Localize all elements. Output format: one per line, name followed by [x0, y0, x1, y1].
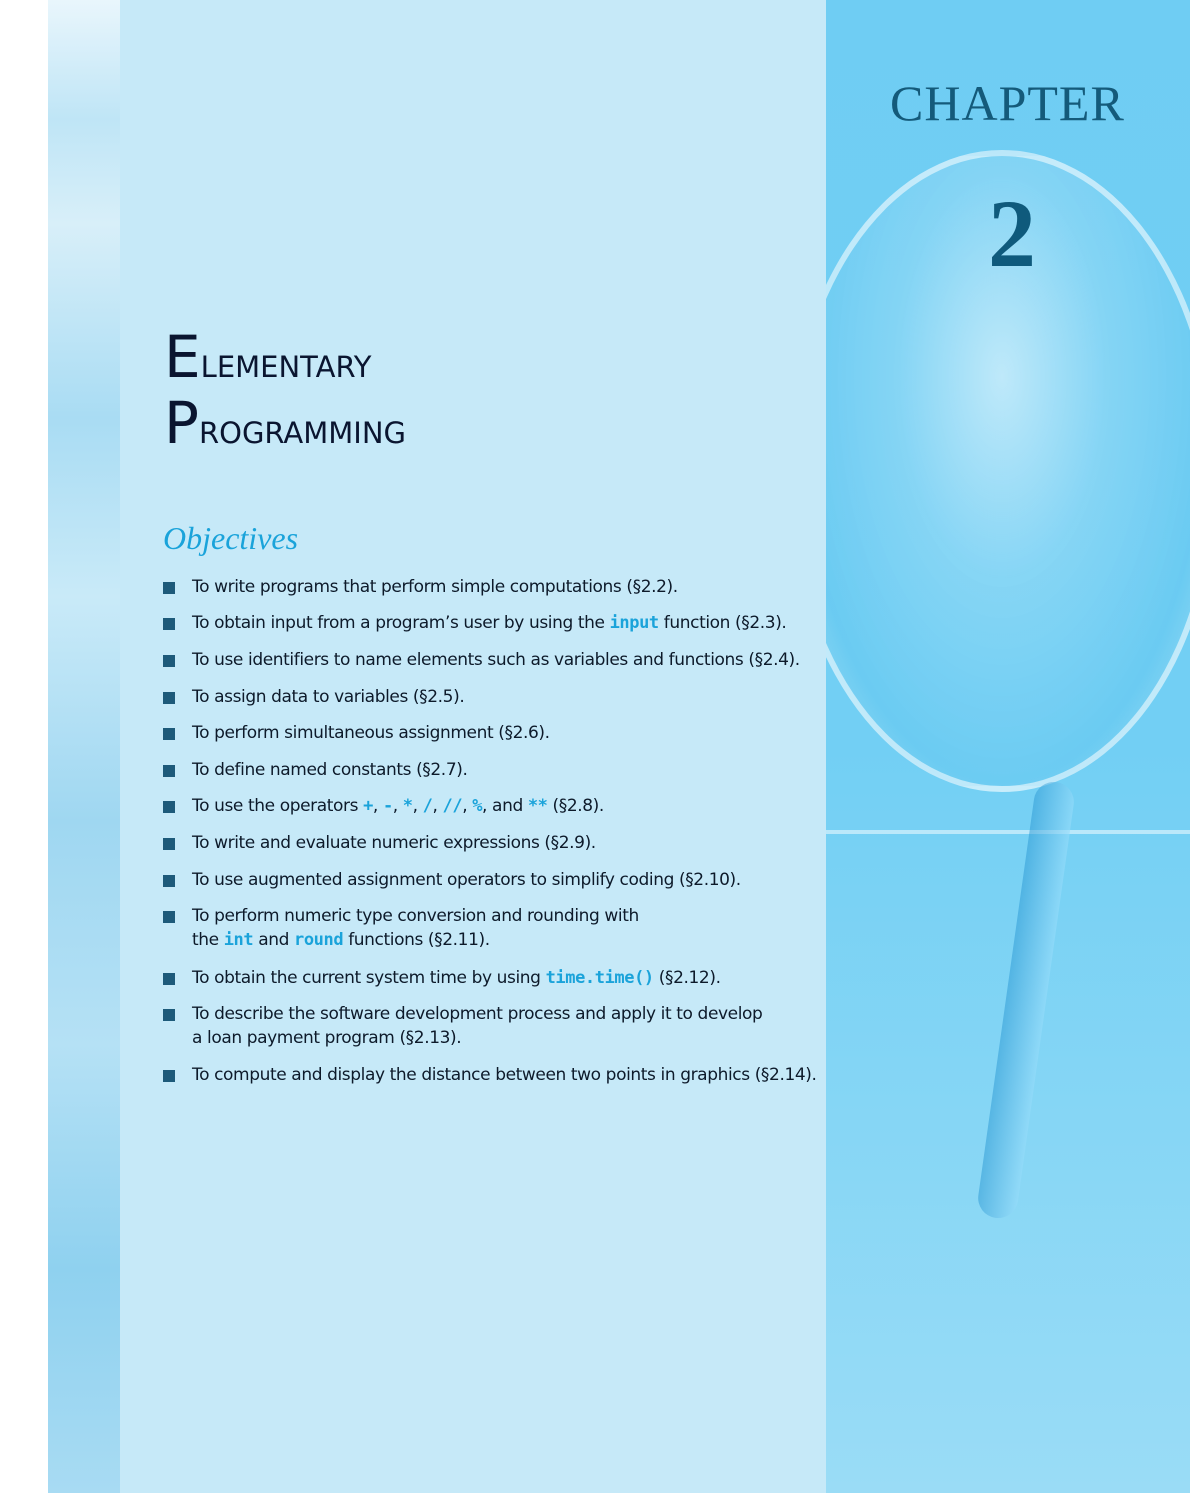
chapter-number: 2 — [988, 180, 1036, 287]
decorative-sky-strip — [48, 0, 120, 1493]
bullet-icon — [163, 728, 175, 740]
objective-item: To assign data to variables (§2.5). — [163, 685, 465, 709]
objective-item: To compute and display the distance betw… — [163, 1063, 817, 1087]
chapter-title-line2: Programming — [164, 389, 407, 457]
bullet-icon — [163, 973, 175, 985]
bullet-icon — [163, 582, 175, 594]
bullet-icon — [163, 875, 175, 887]
bullet-icon — [163, 1009, 175, 1021]
bullet-icon — [163, 911, 175, 923]
bullet-icon — [163, 801, 175, 813]
objective-item: To write and evaluate numeric expression… — [163, 831, 596, 855]
objective-item: To use augmented assignment operators to… — [163, 868, 741, 892]
bullet-icon — [163, 1070, 175, 1082]
bullet-icon — [163, 618, 175, 630]
chapter-art-panel — [826, 0, 1190, 1493]
bullet-icon — [163, 655, 175, 667]
objective-item: To describe the software development pro… — [163, 1002, 763, 1050]
liquid-drip-image — [975, 779, 1077, 1221]
objective-item: To perform simultaneous assignment (§2.6… — [163, 721, 550, 745]
objective-item: To obtain input from a program’s user by… — [163, 611, 787, 635]
objectives-heading: Objectives — [163, 520, 299, 556]
bullet-icon — [163, 838, 175, 850]
chapter-label: CHAPTER — [890, 75, 1125, 131]
chapter-title-line1: Elementary — [164, 323, 372, 391]
objective-item: To obtain the current system time by usi… — [163, 966, 721, 990]
objective-item: To define named constants (§2.7). — [163, 758, 468, 782]
objective-item: To write programs that perform simple co… — [163, 575, 678, 599]
bullet-icon — [163, 692, 175, 704]
main-panel — [120, 0, 826, 1493]
globe-image — [826, 150, 1190, 792]
objective-item: To perform numeric type conversion and r… — [163, 904, 639, 952]
horizon-line — [826, 830, 1190, 834]
bullet-icon — [163, 765, 175, 777]
objective-item: To use the operators +, -, *, /, //, %, … — [163, 794, 604, 818]
objective-item: To use identifiers to name elements such… — [163, 648, 800, 672]
